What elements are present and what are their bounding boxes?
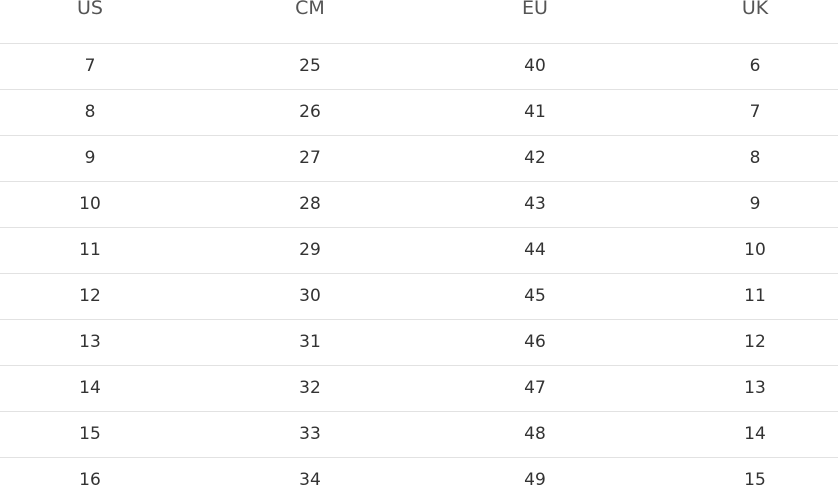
table-cell: 11 [744,286,766,306]
table-cell: 46 [524,332,546,352]
table-cell: 10 [744,240,766,260]
table-cell: 11 [79,240,101,260]
table-cell: 26 [299,102,321,122]
table-cell: 40 [524,56,546,76]
table-cell: 34 [299,470,321,490]
table-cell: 41 [524,102,546,122]
table-cell: 12 [79,286,101,306]
table-cell: 44 [524,240,546,260]
header-cell: CM [295,0,325,19]
header-cell: US [77,0,103,19]
table-cell: 7 [749,102,761,122]
table-cell: 49 [524,470,546,490]
table-cell: 16 [79,470,101,490]
table-cell: 27 [299,148,321,168]
table-cell: 29 [299,240,321,260]
header-cell: EU [522,0,548,19]
table-cell: 9 [84,148,96,168]
header-cell: UK [741,0,769,19]
table-cell: 13 [79,332,101,352]
table-cell: 33 [299,424,321,444]
table-cell: 6 [749,56,761,76]
row-divider [0,181,838,182]
table-cell: 7 [84,56,96,76]
table-cell: 31 [299,332,321,352]
table-cell: 8 [749,148,761,168]
row-divider [0,273,838,274]
table-cell: 45 [524,286,546,306]
table-cell: 14 [79,378,101,398]
table-cell: 25 [299,56,321,76]
table-cell: 15 [79,424,101,444]
row-divider [0,89,838,90]
table-cell: 32 [299,378,321,398]
row-divider [0,365,838,366]
table-cell: 10 [79,194,101,214]
row-divider [0,411,838,412]
table-cell: 9 [749,194,761,214]
table-cell: 8 [84,102,96,122]
table-cell: 14 [744,424,766,444]
table-cell: 30 [299,286,321,306]
table-cell: 12 [744,332,766,352]
table-cell: 15 [744,470,766,490]
row-divider [0,135,838,136]
table-cell: 42 [524,148,546,168]
row-divider [0,319,838,320]
table-cell: 43 [524,194,546,214]
table-cell: 47 [524,378,546,398]
row-divider [0,43,838,44]
table-cell: 28 [299,194,321,214]
table-cell: 48 [524,424,546,444]
row-divider [0,457,838,458]
row-divider [0,227,838,228]
table-cell: 13 [744,378,766,398]
